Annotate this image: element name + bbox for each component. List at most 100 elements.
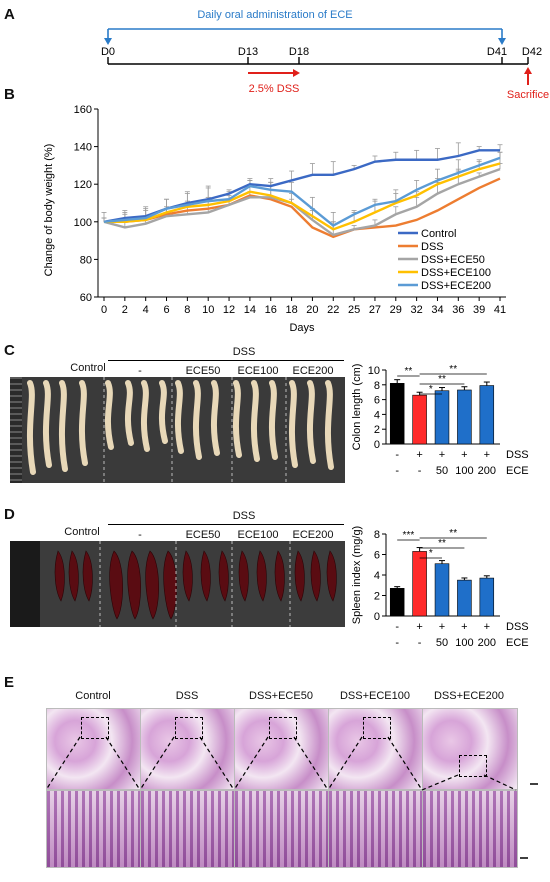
bar (479, 577, 495, 617)
y-tick-label: 10 (368, 365, 380, 377)
spleen-sample (145, 550, 159, 620)
dss-row-value: - (395, 621, 399, 633)
ece-row-value: 200 (478, 637, 496, 649)
colon-sample (125, 380, 134, 446)
group-bracket (108, 360, 344, 361)
photo-label-ece100: ECE100 (237, 529, 279, 541)
x-tick-label: 4 (143, 304, 149, 316)
histology-zoom-image (140, 790, 236, 868)
x-tick-label: 18 (285, 304, 297, 316)
colon-sample (251, 380, 260, 462)
photo-label-ece200: ECE200 (292, 529, 334, 541)
photo-label-minus: - (138, 529, 142, 541)
dss-row-value: + (484, 621, 490, 633)
x-tick-label: 41 (494, 304, 506, 316)
legend-entry: DSS+ECE50 (421, 254, 485, 266)
photo-label-control: Control (70, 362, 106, 374)
zoom-region-box (459, 755, 487, 777)
row-label-dss: DSS (506, 621, 529, 633)
colon-sample (211, 380, 220, 456)
colon-samples (26, 377, 334, 483)
dss-row-value: + (439, 621, 445, 633)
zoom-connector (105, 736, 141, 791)
dss-row-value: + (461, 449, 467, 461)
y-tick-label: 100 (74, 217, 92, 229)
series-line-dss-ece50 (103, 168, 501, 237)
photo-label-ece100: ECE100 (237, 365, 279, 377)
dss-row-value: + (484, 449, 490, 461)
y-tick-label: 160 (74, 104, 92, 116)
bar (479, 385, 495, 445)
photo-label-control: Control (64, 526, 100, 538)
spleen-sample (294, 550, 305, 602)
timeline-diagram: Daily oral administration of ECE D0 D13 … (101, 9, 549, 101)
zoom-connector (45, 736, 81, 791)
zoom-connector (387, 736, 423, 791)
spleen-sample (127, 550, 141, 620)
spleen-sample (82, 550, 93, 602)
legend-entry: DSS+ECE200 (421, 280, 491, 292)
x-tick-label: 14 (244, 304, 256, 316)
panel-label-d: D (4, 506, 15, 523)
y-axis-label: Change of body weight (%) (43, 144, 55, 277)
x-tick-label: 12 (223, 304, 235, 316)
x-tick-label: 8 (184, 304, 190, 316)
dss-row-value: + (439, 449, 445, 461)
x-tick-label: 10 (202, 304, 214, 316)
y-tick-label: 0 (374, 611, 380, 623)
photo-group-dss: DSS (232, 510, 256, 522)
dss-arrow-head-icon (293, 69, 300, 77)
y-tick-label: 6 (374, 395, 380, 407)
group-bracket (108, 524, 344, 525)
y-tick-label: 2 (374, 591, 380, 603)
bar (389, 588, 405, 617)
y-axis-label: Spleen index (mg/g) (351, 526, 363, 624)
ece-row-value: - (418, 465, 422, 477)
colon-length-chart: Colon length (cm) 0 2 4 6 8 10 - - + - +50 +100 +200 D… (351, 364, 529, 477)
x-tick-label: 2 (122, 304, 128, 316)
x-tick-label: 6 (163, 304, 169, 316)
colon-sample (175, 380, 184, 454)
dss-row-value: + (416, 449, 422, 461)
tick-d41: D41 (487, 46, 507, 58)
significance-label: ** (438, 538, 446, 549)
colon-sample (159, 380, 168, 444)
histology-zoom-image (46, 790, 142, 868)
sacrifice-arrow-head-icon (524, 67, 532, 74)
photo-group-dss: DSS (232, 346, 256, 358)
spleen-sample (326, 550, 337, 602)
ece-row-value: 100 (455, 637, 473, 649)
spleen-sample (68, 550, 79, 602)
admin-label: Daily oral administration of ECE (197, 9, 352, 21)
zoom-connector (293, 736, 329, 791)
y-tick-label: 60 (80, 292, 92, 304)
legend-entry: Control (421, 228, 456, 240)
spleen-sample (218, 550, 229, 602)
x-tick-label: 20 (306, 304, 318, 316)
photo-label-minus: - (138, 365, 142, 377)
spleen-sample (54, 550, 65, 602)
x-tick-label: 16 (265, 304, 277, 316)
histology-label: DSS+ECE100 (339, 690, 410, 702)
panel-label-e: E (4, 674, 15, 691)
ruler (10, 541, 40, 627)
zoom-region-box (175, 717, 203, 739)
x-tick-label: 36 (452, 304, 464, 316)
spleen-sample (274, 550, 285, 602)
colon-sample (193, 380, 202, 460)
body-weight-chart: Change of body weight (%) Days 608010012… (43, 104, 506, 334)
y-axis-label: Colon length (cm) (351, 364, 363, 451)
colon-sample (105, 380, 114, 450)
admin-arrow-start-icon (104, 38, 112, 45)
spleen-samples (54, 541, 337, 627)
ruler (10, 377, 22, 483)
x-tick-label: 34 (431, 304, 443, 316)
x-tick-label: 27 (369, 304, 381, 316)
bar (412, 394, 427, 445)
colon-sample (324, 380, 334, 470)
colon-sample (288, 380, 298, 468)
dss-row-value: - (395, 449, 399, 461)
x-axis-label: Days (289, 322, 315, 334)
row-label-ece: ECE (506, 465, 529, 477)
